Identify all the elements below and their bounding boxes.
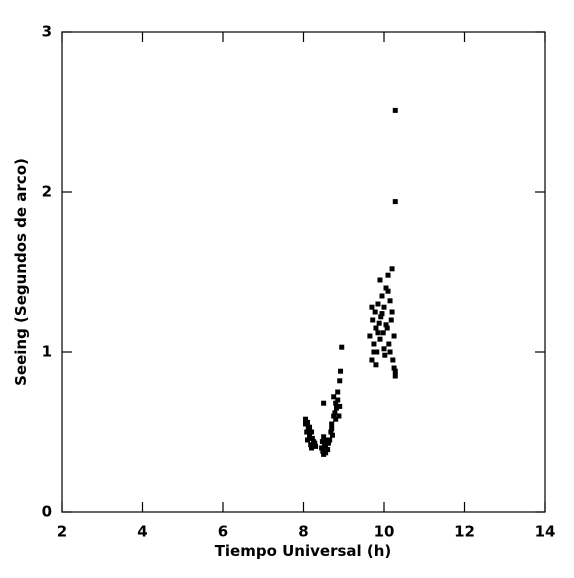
point	[309, 445, 315, 451]
point	[381, 304, 387, 310]
point	[339, 344, 345, 350]
point	[387, 349, 393, 355]
y-axis-label: Seeing (Segundos de arco)	[12, 158, 30, 386]
point	[392, 199, 398, 205]
point	[329, 421, 335, 427]
point	[375, 301, 381, 307]
plot-frame	[61, 31, 546, 513]
point	[334, 405, 340, 411]
point	[303, 416, 309, 422]
point	[386, 341, 392, 347]
point	[392, 107, 398, 113]
point	[385, 272, 391, 278]
point	[319, 439, 325, 445]
point	[309, 435, 315, 441]
x-tick-label: 10	[374, 523, 395, 541]
point	[390, 357, 396, 363]
point	[320, 448, 326, 454]
y-tick-label: 2	[42, 183, 52, 201]
point	[323, 450, 329, 456]
point	[367, 333, 373, 339]
point	[392, 368, 398, 374]
point	[329, 426, 335, 432]
point	[321, 400, 327, 406]
x-tick-label: 2	[57, 523, 67, 541]
point	[373, 362, 379, 368]
point	[307, 424, 313, 430]
point	[388, 317, 394, 323]
point	[370, 317, 376, 323]
point	[305, 419, 311, 425]
point	[392, 373, 398, 379]
point	[331, 413, 337, 419]
point	[333, 416, 339, 422]
point	[335, 389, 341, 395]
point	[375, 330, 381, 336]
point	[373, 325, 379, 331]
point	[382, 352, 388, 358]
x-tick-label: 14	[535, 523, 556, 541]
point	[391, 365, 397, 371]
point	[308, 442, 314, 448]
point	[377, 336, 383, 342]
x-tick-label: 12	[454, 523, 475, 541]
point	[333, 400, 339, 406]
point	[376, 320, 382, 326]
point	[337, 403, 343, 409]
point	[374, 349, 380, 355]
point	[369, 304, 375, 310]
point	[336, 413, 342, 419]
point	[380, 330, 386, 336]
point	[312, 440, 318, 446]
point	[378, 314, 384, 320]
point	[338, 368, 344, 374]
point	[391, 333, 397, 339]
point	[327, 437, 333, 443]
point	[328, 429, 334, 435]
point	[319, 445, 325, 451]
point	[377, 277, 383, 283]
point	[325, 447, 331, 453]
point	[379, 311, 385, 317]
point	[369, 357, 375, 363]
point	[309, 429, 315, 435]
point	[325, 440, 331, 446]
point	[324, 437, 330, 443]
point	[313, 443, 319, 449]
y-tick-label: 3	[42, 23, 52, 41]
point	[384, 325, 390, 331]
point	[329, 432, 335, 438]
point	[389, 266, 395, 272]
point	[371, 341, 377, 347]
point	[304, 429, 310, 435]
point	[383, 285, 389, 291]
point	[385, 288, 391, 294]
point	[305, 437, 311, 443]
point	[335, 397, 341, 403]
point	[383, 322, 389, 328]
point	[321, 434, 327, 440]
point	[332, 410, 338, 416]
point	[307, 432, 313, 438]
x-axis-label: Tiempo Universal (h)	[215, 542, 392, 560]
point	[379, 293, 385, 299]
point	[331, 394, 337, 400]
x-tick-label: 8	[298, 523, 308, 541]
x-tick-label: 6	[218, 523, 228, 541]
point	[381, 346, 387, 352]
point	[387, 298, 393, 304]
point	[337, 378, 343, 384]
x-tick-label: 4	[137, 523, 147, 541]
y-tick-label: 0	[42, 503, 52, 521]
point	[323, 443, 329, 449]
point	[371, 349, 377, 355]
point	[372, 309, 378, 315]
point	[389, 309, 395, 315]
y-tick-label: 1	[42, 343, 52, 361]
